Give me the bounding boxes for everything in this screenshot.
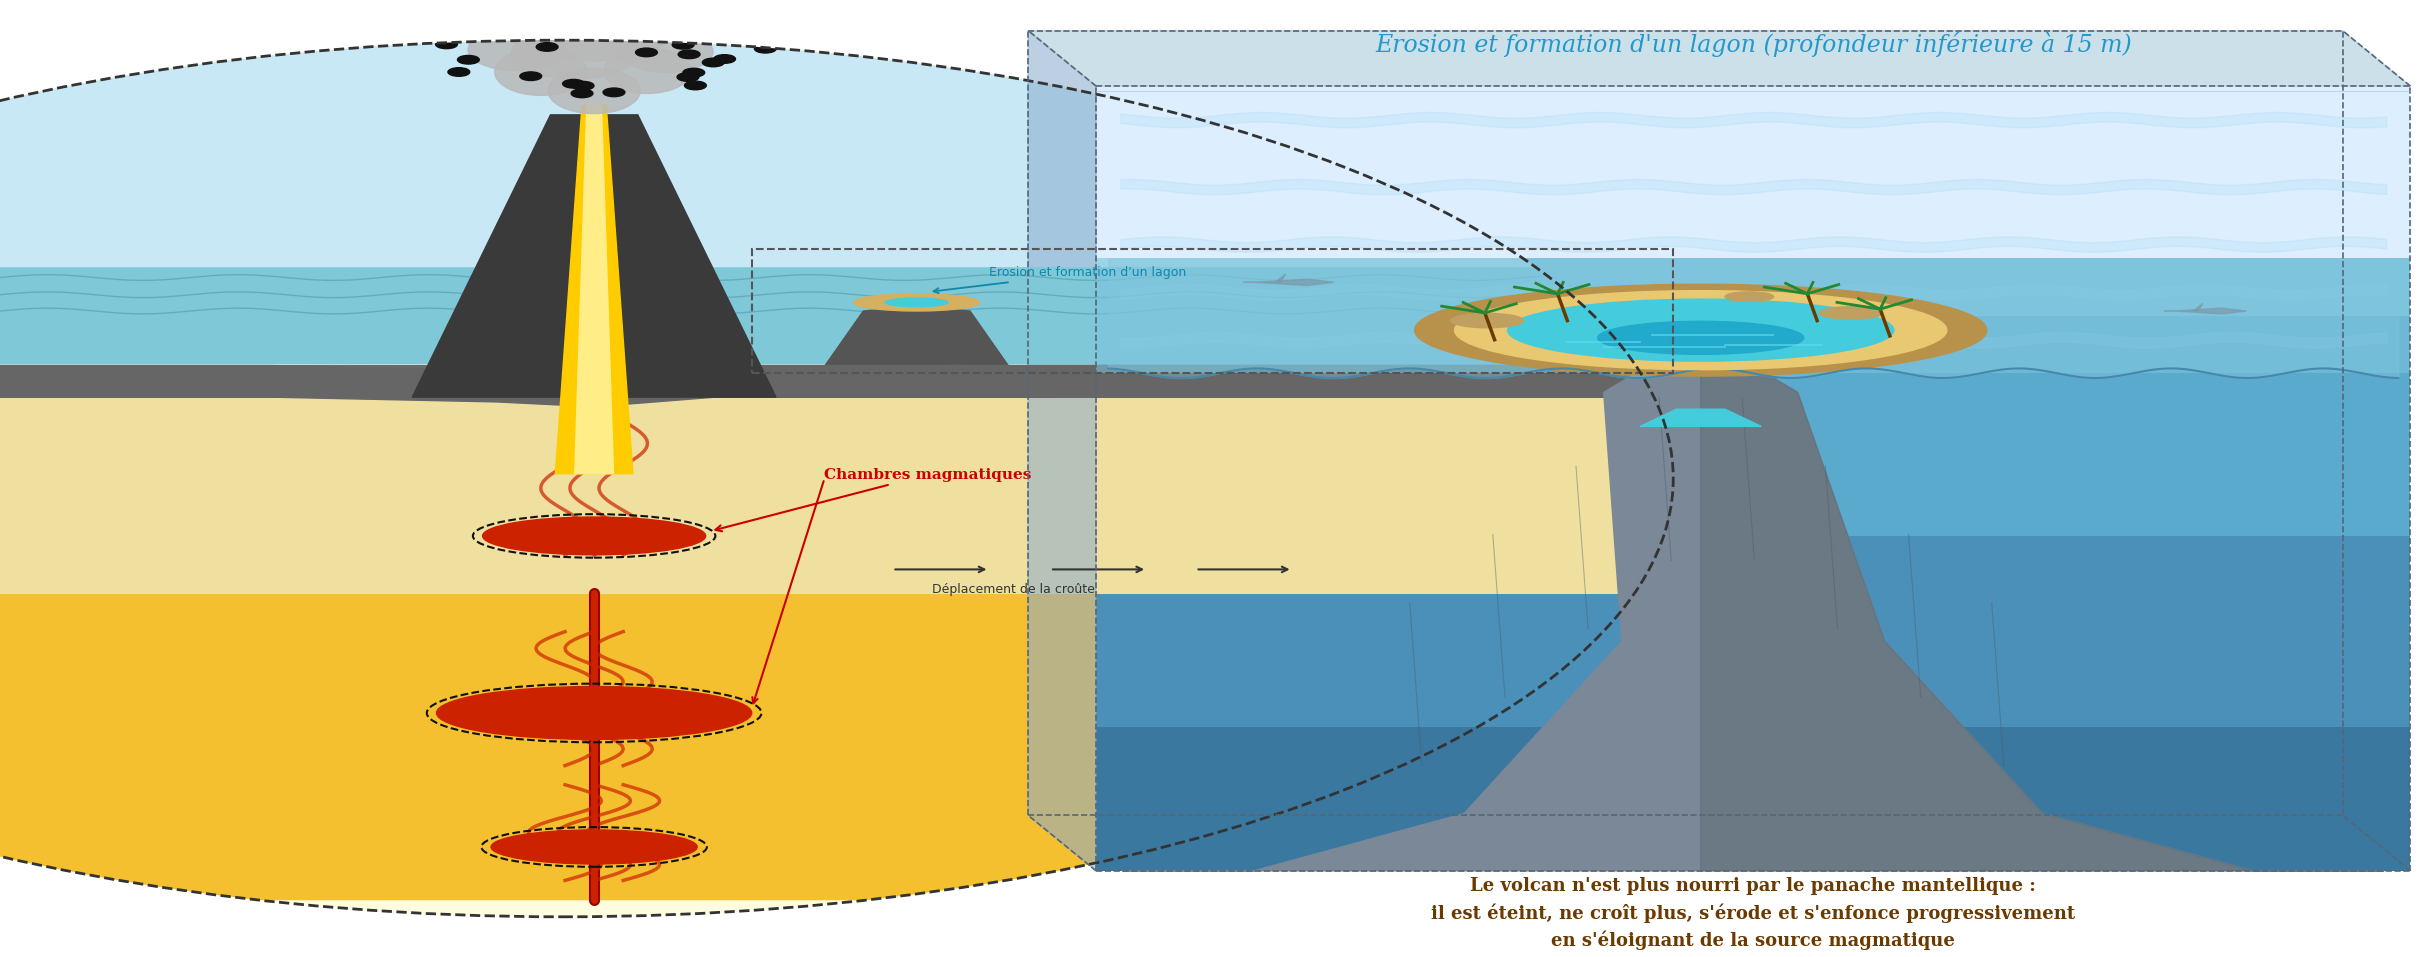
Polygon shape: [776, 306, 1057, 397]
Text: Erosion et formation d'un lagon: Erosion et formation d'un lagon: [934, 266, 1186, 293]
Text: en s'éloignant de la source magmatique: en s'éloignant de la source magmatique: [1552, 930, 1955, 949]
Ellipse shape: [854, 294, 980, 311]
Polygon shape: [2192, 303, 2202, 311]
Circle shape: [449, 68, 470, 77]
Bar: [1096, 727, 2410, 871]
Text: Le volcan n'est plus nourri par le panache mantellique :: Le volcan n'est plus nourri par le panac…: [1470, 878, 2037, 895]
Ellipse shape: [483, 517, 706, 555]
Polygon shape: [412, 115, 776, 397]
Text: Déplacement de la croûte: Déplacement de la croûte: [931, 584, 1096, 596]
Circle shape: [572, 81, 594, 90]
Text: il est éteint, ne croît plus, s'érode et s'enfonce progressivement: il est éteint, ne croît plus, s'érode et…: [1431, 903, 2076, 923]
Ellipse shape: [621, 31, 713, 73]
Bar: [1096, 258, 2410, 373]
Circle shape: [458, 56, 480, 64]
Circle shape: [436, 40, 458, 49]
Circle shape: [754, 44, 776, 53]
Polygon shape: [1700, 335, 2384, 871]
Ellipse shape: [885, 298, 948, 306]
Ellipse shape: [1450, 313, 1523, 327]
Ellipse shape: [495, 48, 587, 96]
Polygon shape: [0, 366, 1651, 397]
Circle shape: [684, 68, 706, 77]
Circle shape: [0, 40, 1673, 917]
Ellipse shape: [436, 686, 752, 740]
Polygon shape: [1244, 279, 1334, 285]
Ellipse shape: [1598, 322, 1804, 354]
Ellipse shape: [604, 48, 691, 94]
Polygon shape: [0, 268, 1634, 364]
Polygon shape: [555, 105, 633, 474]
Circle shape: [536, 43, 558, 52]
Circle shape: [563, 79, 584, 88]
Polygon shape: [1123, 335, 2384, 871]
Ellipse shape: [1819, 306, 1882, 319]
Circle shape: [604, 88, 626, 97]
Bar: [1096, 316, 2410, 536]
Circle shape: [679, 50, 701, 58]
Ellipse shape: [1455, 291, 1947, 369]
Ellipse shape: [1414, 284, 1986, 376]
Bar: [1096, 86, 2410, 258]
Polygon shape: [0, 593, 1634, 900]
Bar: [752, 249, 1673, 373]
Polygon shape: [0, 397, 1668, 593]
Ellipse shape: [1508, 300, 1894, 361]
Polygon shape: [1639, 410, 1761, 427]
Polygon shape: [2163, 308, 2246, 314]
Circle shape: [672, 40, 694, 49]
Ellipse shape: [490, 830, 698, 864]
Text: Erosion et formation d'un lagon (profondeur inférieure à 15 m): Erosion et formation d'un lagon (profond…: [1375, 32, 2132, 56]
Circle shape: [635, 48, 657, 56]
Ellipse shape: [468, 29, 565, 71]
Circle shape: [677, 73, 698, 81]
Polygon shape: [1276, 274, 1285, 282]
Circle shape: [703, 58, 725, 67]
Polygon shape: [1028, 31, 2410, 86]
Ellipse shape: [521, 11, 667, 61]
Bar: [1096, 536, 2410, 727]
Ellipse shape: [512, 26, 638, 79]
Bar: [1096, 86, 2410, 316]
Polygon shape: [0, 366, 1673, 407]
Polygon shape: [0, 40, 1535, 268]
Ellipse shape: [548, 68, 640, 114]
Polygon shape: [1028, 31, 1096, 871]
Circle shape: [684, 81, 706, 90]
Circle shape: [572, 89, 594, 98]
Text: Chambres magmatiques: Chambres magmatiques: [715, 468, 1033, 531]
Ellipse shape: [1724, 292, 1773, 301]
Circle shape: [519, 72, 541, 80]
Circle shape: [713, 55, 735, 63]
Polygon shape: [575, 105, 614, 474]
